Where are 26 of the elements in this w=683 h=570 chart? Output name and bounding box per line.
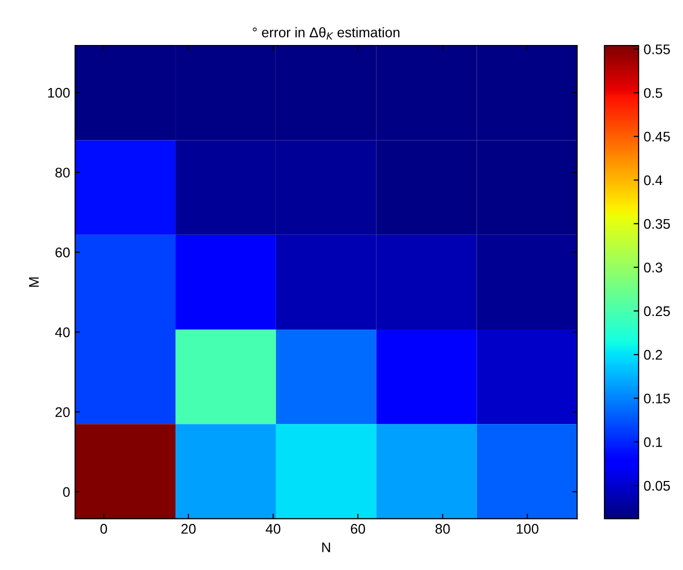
x-tick-label: 60 (350, 524, 366, 534)
y-axis-title: M (29, 278, 39, 287)
y-tick-label: 20 (56, 407, 70, 418)
color-bar-label: 0.05 (644, 480, 670, 491)
x-tick-label: 0 (100, 524, 108, 534)
y-tick-label: 40 (55, 327, 70, 338)
chart-title: ° error in Δθ$_{K}$ estimation (252, 27, 400, 40)
x-tick-label: 20 (181, 524, 196, 534)
color-bar-label: 0.15 (644, 394, 670, 404)
x-axis-title: N (322, 542, 330, 552)
color-bar-label: 0.25 (644, 306, 670, 316)
color-bar-label: 0.45 (644, 132, 670, 142)
y-tick-label: 100 (48, 88, 70, 98)
color-bar-label: 0.55 (644, 44, 670, 54)
y-tick-label: 60 (56, 248, 70, 258)
x-tick-label: 40 (266, 524, 280, 534)
color-bar-label: 0.35 (644, 219, 670, 229)
x-tick-label: 100 (516, 524, 538, 534)
color-bar-label: 0.4 (644, 175, 662, 186)
y-tick-label: 0 (63, 487, 70, 497)
x-tick-label: 80 (436, 524, 450, 534)
color-bar-label: 0.2 (644, 350, 662, 360)
color-bar-label: 0.5 (644, 88, 662, 98)
color-bar-label: 0.3 (644, 262, 662, 272)
y-tick-label: 80 (55, 168, 70, 178)
color-bar-label: 0.1 (644, 437, 662, 448)
